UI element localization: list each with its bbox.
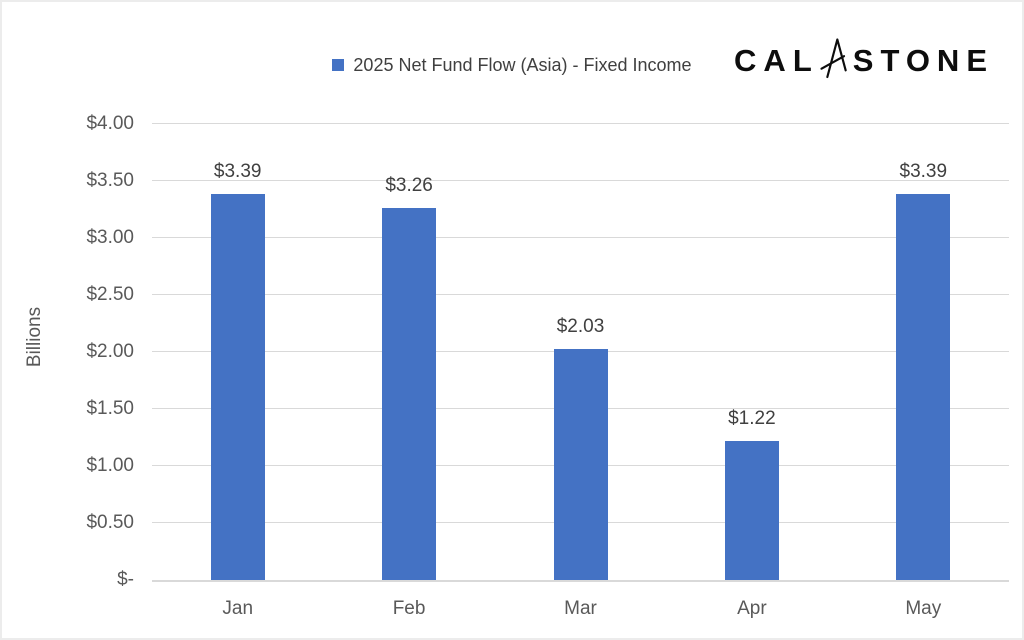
gridline	[152, 294, 1009, 295]
x-axis-tick-label: Jan	[222, 598, 254, 619]
y-axis-tick-label: $3.50	[86, 170, 134, 191]
logo-text-left: CAL	[734, 43, 819, 78]
bar-mar	[553, 348, 608, 580]
bar-feb	[382, 208, 437, 580]
bar-value-label: $2.03	[556, 315, 605, 337]
bar-jan	[210, 193, 265, 580]
x-axis-tick-label: Feb	[392, 598, 426, 619]
y-axis-tick-label: $0.50	[86, 512, 134, 533]
bar-may	[896, 193, 951, 580]
y-axis-tick-label: $1.50	[86, 398, 134, 419]
x-axis-tick-label: Mar	[564, 598, 597, 619]
x-axis-tick-label: Apr	[737, 598, 767, 619]
gridline	[152, 180, 1009, 181]
y-axis-tick-label: $3.00	[86, 227, 134, 248]
y-axis-tick-label: $4.00	[86, 113, 134, 134]
y-axis-tick-label: $2.50	[86, 284, 134, 305]
x-axis-tick-label: May	[905, 598, 942, 619]
bar-apr	[724, 440, 779, 580]
bar-value-label: $1.22	[728, 407, 776, 429]
plot-area	[152, 123, 1009, 582]
bar-value-label: $3.26	[385, 175, 433, 197]
bar-value-label: $3.39	[213, 160, 262, 182]
bar-value-label: $3.39	[899, 160, 948, 182]
gridline	[152, 123, 1009, 124]
logo-text-right: STONE	[852, 43, 994, 78]
y-axis-tick-label: $-	[117, 569, 134, 590]
y-axis-tick-label: $1.00	[86, 455, 134, 476]
calastone-logo: CAL STONE	[734, 35, 994, 79]
gridline	[152, 237, 1009, 238]
logo-stylized-a-icon	[819, 35, 849, 85]
legend-series-label: 2025 Net Fund Flow (Asia) - Fixed Income	[353, 55, 692, 75]
y-axis-tick-label: $2.00	[86, 341, 134, 362]
legend-marker-square	[332, 59, 345, 71]
